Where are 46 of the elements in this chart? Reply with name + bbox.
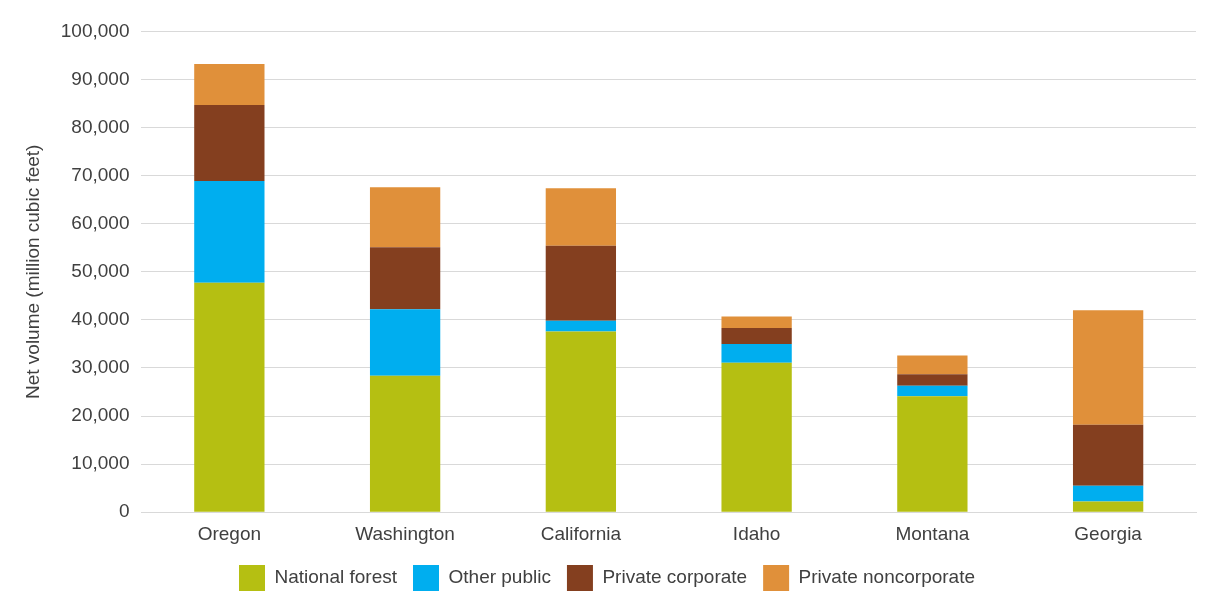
legend-label: Other public [448,566,551,588]
x-tick-label: Oregon [197,522,262,544]
legend-label: Private noncorporate [798,566,976,588]
bar [194,64,265,105]
bar [721,328,792,344]
bar [897,355,968,375]
x-tick-label: Montana [895,522,970,544]
bar [721,316,792,329]
bar [369,187,441,248]
y-tick-label: 20,000 [71,404,130,426]
y-tick-label: 50,000 [71,260,130,282]
bar [194,104,265,181]
x-tick-label: Washington [355,522,455,544]
bar [545,188,617,246]
y-tick-label: 80,000 [71,115,130,137]
y-tick-label: 60,000 [71,211,130,233]
y-tick-label: 10,000 [71,452,130,474]
y-tick-label: 40,000 [71,308,130,330]
y-axis-title: Net volume (million cubic feet) [21,144,43,400]
bar [1072,424,1144,486]
bar [1072,485,1144,502]
bar [897,385,968,397]
legend-label: Private corporate [602,566,748,588]
bar [897,374,968,386]
bar [545,320,617,332]
bar [1072,310,1144,425]
x-tick-label: Georgia [1074,522,1143,544]
y-tick-label: 90,000 [71,67,130,89]
x-tick-label: California [540,522,622,544]
y-tick-label: 30,000 [71,356,130,378]
y-tick-label: 100,000 [60,19,130,41]
bar [897,396,968,512]
bar [369,309,441,376]
bar [194,282,265,512]
bar [194,180,265,283]
bar [369,375,441,512]
y-tick-label: 70,000 [71,163,130,185]
bar [545,331,617,512]
bar [721,362,792,512]
bar [1072,501,1144,512]
bar [721,343,792,363]
bar [369,247,441,310]
legend-label: National forest [274,566,398,588]
x-tick-label: Idaho [732,522,781,544]
bar [545,245,617,321]
y-tick-label: 0 [118,500,130,522]
